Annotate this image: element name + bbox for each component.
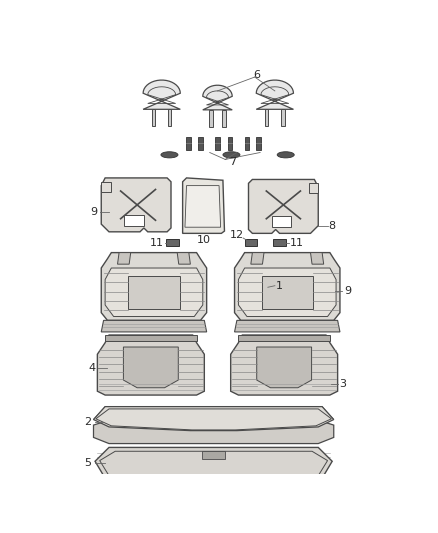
Polygon shape	[105, 335, 197, 341]
Polygon shape	[203, 85, 232, 110]
Polygon shape	[245, 137, 249, 150]
Polygon shape	[177, 253, 191, 264]
Ellipse shape	[258, 224, 262, 227]
Text: 8: 8	[328, 221, 336, 231]
Ellipse shape	[293, 224, 297, 227]
Polygon shape	[187, 137, 191, 150]
Ellipse shape	[248, 241, 253, 244]
Ellipse shape	[223, 152, 240, 158]
Ellipse shape	[122, 223, 127, 225]
Polygon shape	[257, 347, 311, 387]
Polygon shape	[318, 407, 334, 419]
Polygon shape	[143, 80, 180, 109]
Polygon shape	[101, 182, 110, 192]
Polygon shape	[93, 407, 109, 419]
Polygon shape	[228, 137, 232, 150]
Ellipse shape	[254, 188, 259, 193]
Polygon shape	[101, 320, 207, 332]
Ellipse shape	[145, 223, 150, 225]
Polygon shape	[198, 137, 203, 150]
Ellipse shape	[134, 223, 138, 225]
Polygon shape	[256, 80, 293, 109]
Polygon shape	[168, 109, 171, 126]
Text: 11: 11	[150, 238, 164, 248]
Ellipse shape	[308, 212, 313, 217]
Text: 1: 1	[276, 281, 283, 290]
Text: 5: 5	[84, 458, 91, 468]
Polygon shape	[238, 335, 330, 341]
Polygon shape	[202, 451, 225, 459]
Polygon shape	[245, 239, 257, 246]
Polygon shape	[248, 180, 318, 233]
Ellipse shape	[161, 152, 178, 158]
Polygon shape	[183, 178, 224, 233]
Polygon shape	[235, 253, 340, 320]
Ellipse shape	[281, 224, 286, 227]
Ellipse shape	[308, 188, 313, 193]
Polygon shape	[124, 215, 144, 225]
Polygon shape	[261, 276, 313, 309]
Text: 9: 9	[344, 286, 351, 296]
Polygon shape	[152, 109, 155, 126]
Ellipse shape	[254, 212, 259, 217]
Text: 11: 11	[290, 238, 304, 248]
Polygon shape	[124, 347, 178, 387]
Polygon shape	[311, 253, 324, 264]
Polygon shape	[223, 110, 226, 127]
Polygon shape	[282, 109, 285, 126]
Text: 10: 10	[198, 235, 211, 245]
Polygon shape	[166, 239, 179, 246]
Text: 2: 2	[84, 417, 91, 427]
Polygon shape	[238, 268, 336, 317]
Text: 3: 3	[339, 378, 346, 389]
Polygon shape	[101, 178, 171, 232]
Ellipse shape	[304, 224, 309, 227]
Text: 12: 12	[230, 230, 244, 240]
Text: 7: 7	[230, 157, 237, 167]
Polygon shape	[128, 276, 180, 309]
Polygon shape	[117, 253, 131, 264]
Polygon shape	[273, 239, 286, 246]
Polygon shape	[235, 320, 340, 332]
Polygon shape	[231, 335, 338, 395]
Polygon shape	[97, 335, 204, 395]
Polygon shape	[93, 407, 334, 431]
Polygon shape	[93, 422, 334, 443]
Text: 6: 6	[253, 70, 260, 80]
Ellipse shape	[277, 152, 294, 158]
Text: 9: 9	[90, 207, 97, 217]
Ellipse shape	[110, 223, 115, 225]
Polygon shape	[272, 216, 291, 227]
Ellipse shape	[277, 241, 282, 244]
Polygon shape	[209, 110, 212, 127]
Polygon shape	[256, 137, 261, 150]
Ellipse shape	[170, 241, 175, 244]
Polygon shape	[309, 183, 318, 193]
Polygon shape	[251, 253, 264, 264]
Polygon shape	[105, 268, 203, 317]
Text: 4: 4	[88, 363, 95, 373]
Polygon shape	[95, 447, 332, 482]
Ellipse shape	[157, 223, 162, 225]
Polygon shape	[215, 137, 220, 150]
Polygon shape	[185, 185, 221, 227]
Polygon shape	[265, 109, 268, 126]
Polygon shape	[101, 253, 207, 320]
Ellipse shape	[269, 224, 274, 227]
